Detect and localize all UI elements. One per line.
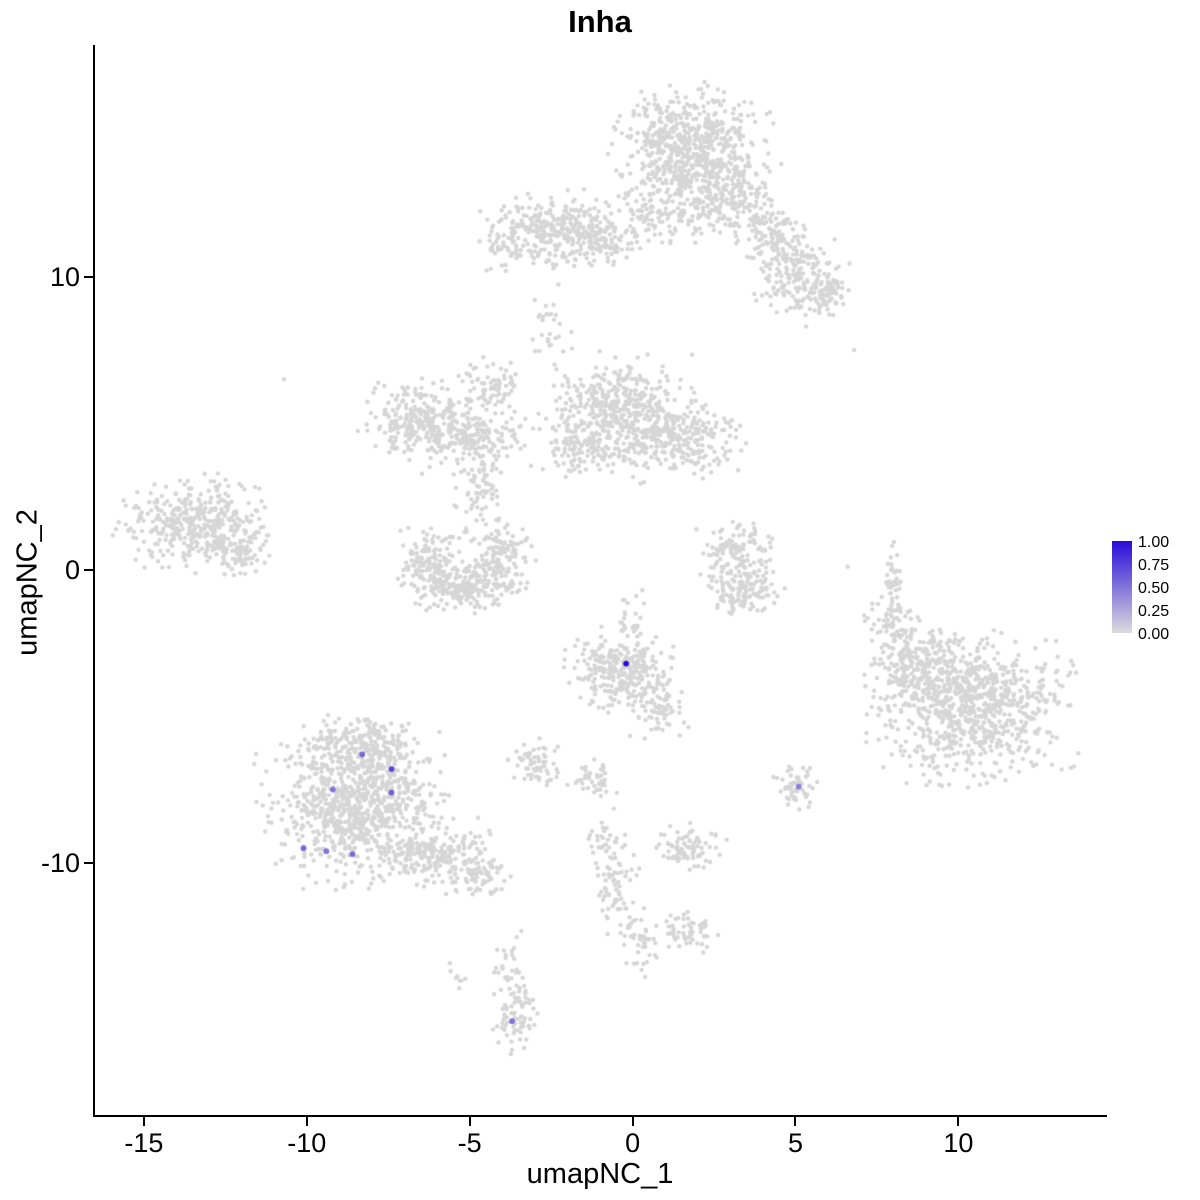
x-axis-line (93, 1115, 1107, 1117)
x-axis-tick-label: -5 (457, 1128, 482, 1158)
legend-label: 0.00 (1138, 626, 1170, 643)
y-axis-tick (84, 568, 93, 571)
x-axis-tick (957, 1117, 960, 1126)
y-axis-tick-label: 10 (49, 261, 80, 292)
x-axis-tick (142, 1117, 145, 1126)
x-axis-tick (468, 1117, 471, 1126)
y-axis-tick (84, 861, 93, 864)
legend-label: 1.00 (1138, 534, 1170, 551)
legend-label: 0.25 (1138, 603, 1170, 620)
x-axis-tick-label: -15 (124, 1128, 164, 1158)
scatter-points-canvas (95, 45, 1105, 1115)
legend-label: 0.75 (1138, 557, 1170, 574)
x-axis-tick-label: 5 (787, 1128, 803, 1158)
x-axis-tick (631, 1117, 634, 1126)
y-axis-tick-label: 0 (64, 554, 80, 585)
x-axis-tick-label: 10 (943, 1128, 974, 1158)
x-axis-title: umapNC_1 (526, 1158, 674, 1190)
legend-gradient-bar (1112, 541, 1132, 633)
y-axis-tick-label: -10 (40, 847, 80, 878)
y-axis-tick (84, 275, 93, 278)
plot-title: Inha (568, 4, 632, 39)
legend-labels: 1.00 0.75 0.50 0.25 0.00 (1138, 534, 1198, 643)
legend-label: 0.50 (1138, 580, 1170, 597)
x-axis-tick (794, 1117, 797, 1126)
expression-legend: 1.00 0.75 0.50 0.25 0.00 (1112, 534, 1198, 643)
x-axis-tick-label: 0 (625, 1128, 641, 1158)
x-axis-tick (305, 1117, 308, 1126)
x-axis-tick-label: -10 (287, 1128, 327, 1158)
y-axis-line (93, 45, 95, 1117)
